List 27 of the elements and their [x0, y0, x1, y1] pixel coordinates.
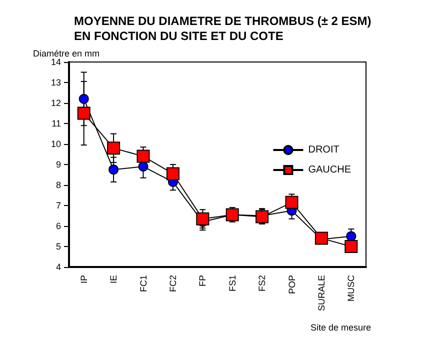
x-tick-label: MUSC [346, 274, 356, 302]
y-axis-title: Diamétre en mm [33, 48, 100, 58]
y-tick-label: 12 [50, 98, 61, 108]
y-tick-label: 9 [56, 160, 61, 170]
y-tick-label: 6 [56, 221, 61, 231]
y-tick-label: 14 [50, 57, 61, 67]
x-tick-label: FC1 [138, 275, 148, 292]
legend-label: DROIT [308, 144, 340, 156]
chart-subtitle: EN FONCTION DU SITE ET DU COTE [74, 29, 284, 43]
y-tick-label: 13 [50, 78, 61, 88]
y-tick-label: 4 [56, 262, 61, 272]
x-tick-label: POP [286, 275, 297, 294]
x-tick-label: IP [78, 275, 89, 284]
x-tick-label: SURALE [316, 275, 326, 312]
y-tick-label: 11 [52, 118, 61, 128]
y-tick-label: 5 [56, 242, 61, 252]
chart-title: MOYENNE DU DIAMETRE DE THROMBUS (± 2 ESM) [74, 14, 372, 28]
x-axis-title: Site de mesure [310, 322, 371, 332]
x-tick-label: FC2 [168, 275, 178, 292]
y-tick-label: 10 [50, 139, 61, 149]
x-tick-label: FP [198, 275, 208, 287]
x-tick-label: FS2 [257, 275, 268, 292]
x-tick-label: FS1 [227, 275, 238, 292]
legend-label: GAUCHE [308, 164, 352, 176]
y-tick-label: 8 [56, 180, 61, 190]
x-tick-label: IE [108, 275, 119, 284]
y-tick-label: 7 [56, 200, 61, 210]
